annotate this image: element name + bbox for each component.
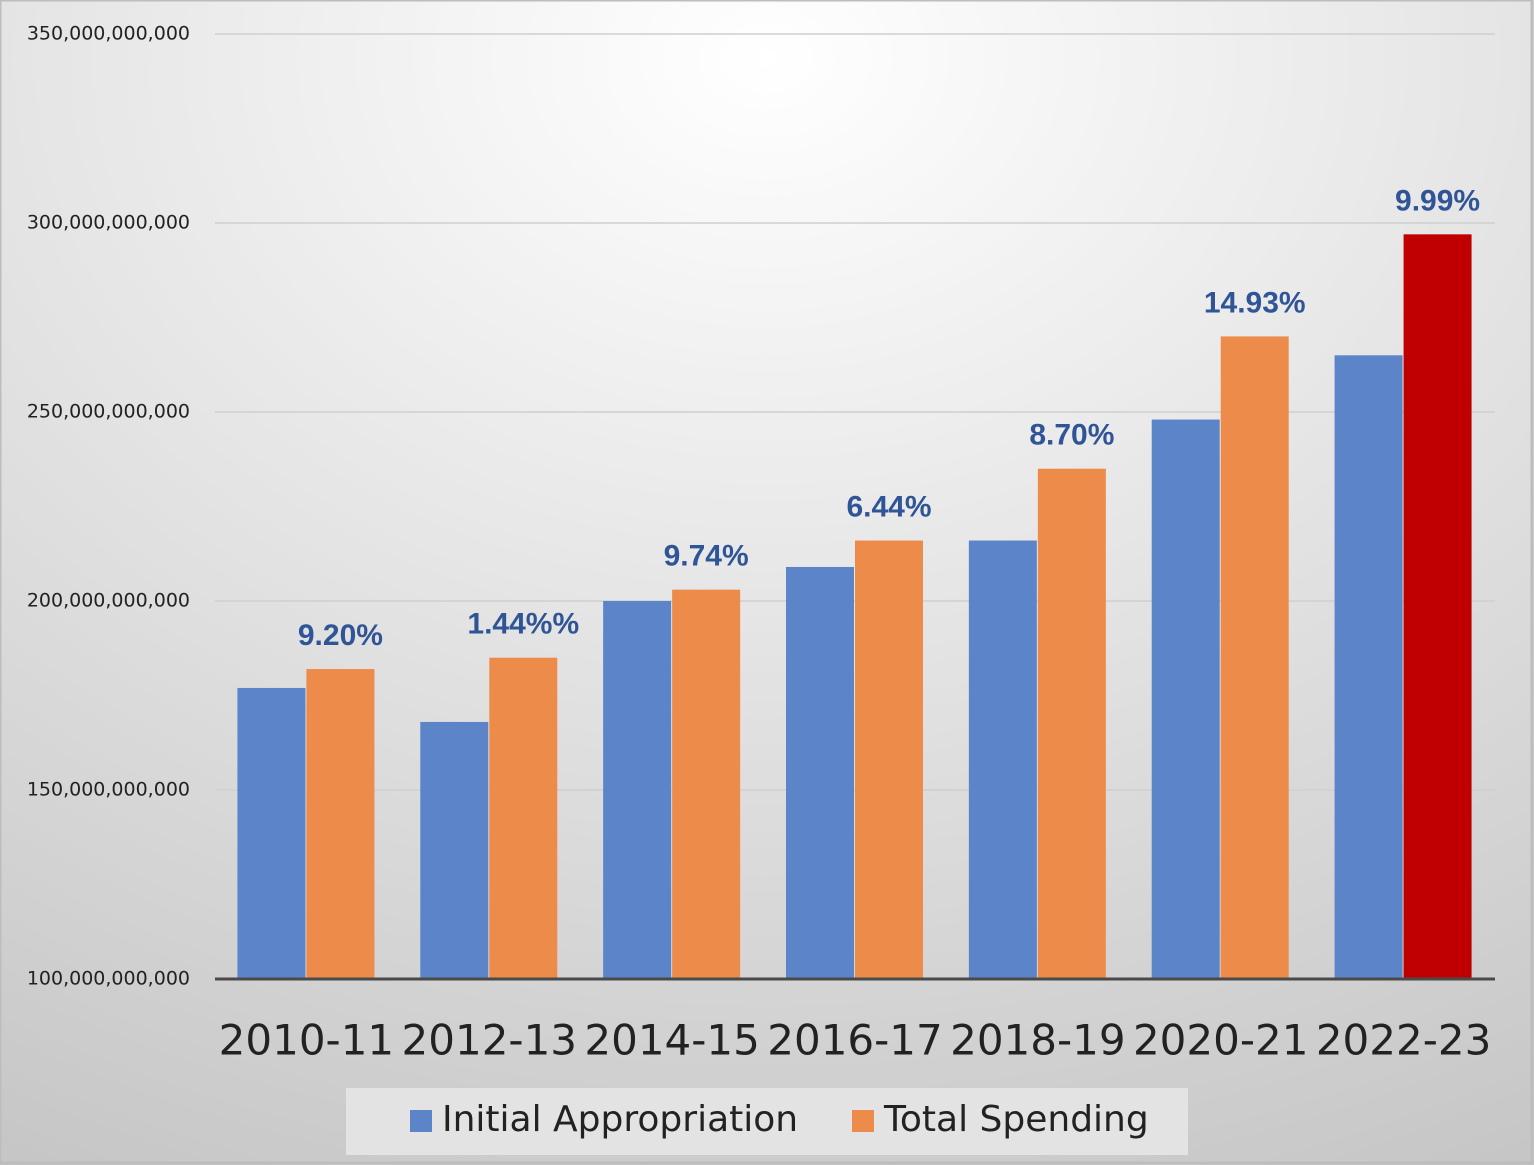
y-tick-label: 300,000,000,000 bbox=[27, 212, 190, 234]
data-annotation: 9.20% bbox=[298, 619, 383, 652]
bar bbox=[237, 687, 306, 979]
x-tick-label: 2012-13 bbox=[402, 1016, 578, 1065]
bar bbox=[420, 721, 489, 979]
bar bbox=[786, 566, 854, 979]
bar bbox=[1037, 468, 1106, 979]
x-tick-label: 2022-23 bbox=[1316, 1016, 1492, 1065]
y-tick-label: 350,000,000,000 bbox=[27, 23, 190, 45]
x-tick-label: 2010-11 bbox=[219, 1016, 395, 1065]
x-tick-label: 2016-17 bbox=[767, 1016, 943, 1065]
bar bbox=[489, 657, 558, 979]
data-annotation: 9.99% bbox=[1395, 184, 1480, 217]
bar bbox=[306, 669, 375, 979]
data-annotation: 14.93% bbox=[1204, 286, 1306, 319]
y-tick-label: 250,000,000,000 bbox=[27, 401, 190, 423]
x-tick-label: 2014-15 bbox=[584, 1016, 760, 1065]
bar bbox=[1334, 355, 1403, 979]
bar bbox=[1151, 419, 1220, 979]
legend-label: Total Spending bbox=[883, 1099, 1149, 1140]
legend-label: Initial Appropriation bbox=[442, 1099, 798, 1140]
legend-box bbox=[346, 1088, 1188, 1155]
y-tick-label: 200,000,000,000 bbox=[27, 590, 190, 612]
data-annotation: 8.70% bbox=[1029, 419, 1114, 452]
data-annotation: 1.44%% bbox=[467, 608, 579, 641]
x-tick-label: 2018-19 bbox=[950, 1016, 1126, 1065]
data-annotation: 6.44% bbox=[846, 490, 931, 523]
x-tick-label: 2020-21 bbox=[1133, 1016, 1309, 1065]
data-annotation: 9.74% bbox=[664, 540, 749, 573]
legend-swatch bbox=[852, 1110, 874, 1132]
bar bbox=[1220, 336, 1289, 979]
y-tick-label: 100,000,000,000 bbox=[27, 968, 190, 990]
bar bbox=[672, 589, 741, 979]
bar bbox=[855, 540, 923, 979]
y-tick-label: 150,000,000,000 bbox=[27, 779, 190, 801]
bar bbox=[603, 601, 672, 979]
bar bbox=[968, 540, 1037, 979]
legend-swatch bbox=[410, 1110, 432, 1132]
bar bbox=[1403, 234, 1472, 980]
